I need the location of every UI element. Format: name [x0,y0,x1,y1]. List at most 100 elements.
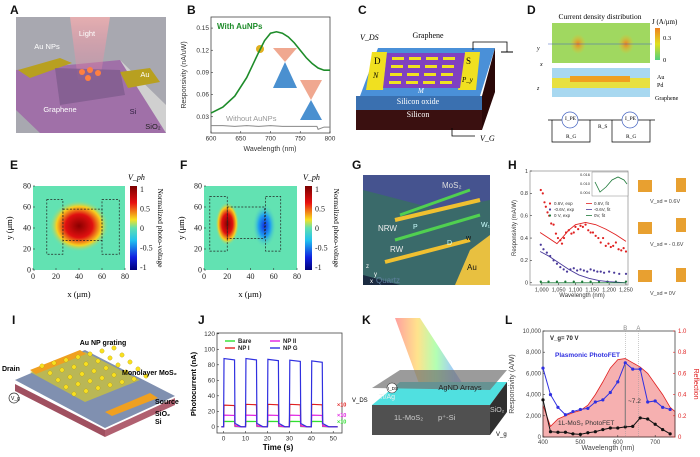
data-point--0-6v-exp [599,270,602,273]
y-axis-label: y (μm) [4,216,14,239]
au-np [87,351,93,357]
label-si: Si [130,107,137,116]
data-point-mos2-photofet [646,417,650,421]
x-tick-label: 20 [223,272,231,281]
panel-h-chart: Wavelength (nm) Responsivity (mA/W) 1,00… [512,169,633,299]
au-np [95,70,101,76]
colorbar-tick-label: -1 [315,263,322,272]
x-tick-label: 40 [308,436,316,443]
x-tick-label: 800 [325,136,336,143]
axis-y: y [536,46,540,52]
colorbar-tick-label: 1 [140,185,144,194]
y-tick-label: 0 [211,424,215,431]
au-np [111,345,117,351]
y-axis-label: Responsivity (A/W) [509,354,516,414]
data-point-0-6v-exp [589,231,592,234]
data-point-0-6v-exp [544,205,547,208]
quartz-corner [363,275,400,285]
data-point-0-v-exp [581,280,584,283]
plot-frame [216,332,343,434]
au-grating-bar [426,57,438,60]
data-point-plasmonic-photofet [646,400,650,404]
data-point-plasmonic-photofet [616,380,620,384]
au-np [71,391,77,397]
x-axis-label: x (μm) [67,289,90,299]
multiplier-label: ×10 [337,419,346,425]
x-tick-label: 40 [75,272,83,281]
x-tick-label: 750 [295,136,306,143]
panel-label-e: E [10,158,18,172]
colorbar-title: V_ph [303,173,320,182]
y-tick-label: 20 [23,245,31,254]
data-point-plasmonic-photofet [631,367,635,371]
legend-label: -0.6V, fit [594,207,611,212]
x-tick-label: 80 [121,272,129,281]
y-tick-label: 0 [538,435,542,441]
au-np [119,379,125,385]
data-point-plasmonic-photofet [623,361,627,365]
narrow-ribbon-wire [394,213,481,242]
data-point--0-6v-exp [592,269,596,272]
heatmap-hotspot [49,199,109,252]
label-au-np-grating: Au NP grating [80,340,127,347]
circuit-wire [551,120,591,143]
data-point-0-6v-exp [620,249,623,252]
panel-label-a: A [10,3,19,17]
data-point--0-6v-exp [572,267,575,270]
data-point--0-6v-exp [586,270,589,273]
panel-i-device-schematic: Au NP grating Drain Monolayer MoS₂ Sourc… [2,340,179,437]
annotation-vg: V_g= 70 V [550,336,579,342]
legend-plasmonic-photofet: Plasmonic PhotoFET [555,352,620,359]
data-point-0-6v-exp [581,225,584,228]
data-point-0-6v-exp [597,236,600,240]
label-nrw: NRW [378,224,397,233]
au-np [51,360,57,366]
au-np [103,365,109,371]
label-mos2: MoS₂ [442,181,462,190]
y-tick-label: 80 [194,182,202,191]
axis-z: z [366,264,369,270]
data-point-0-6v-exp [587,229,590,232]
equivalent-circuit [548,111,655,143]
label-sio2: SiO₂ [145,122,161,131]
au-grating-bar [392,57,404,60]
y-tick-label: 60 [194,203,202,212]
light-cone [70,17,110,80]
label-rs: R_S [598,124,607,130]
data-point--0-6v-exp [589,268,592,271]
data-point-0-6v-exp [577,228,580,231]
current-density-map [552,23,650,63]
d-cbar-max: 0.3 [663,35,671,42]
au-np [127,359,133,365]
data-point--0-6v-exp [618,272,621,275]
dirac-cone-lower [300,100,322,120]
y-tick-label: 0.4 [520,236,528,242]
label-rg: R_G [626,134,636,140]
data-point-mos2-photofet [616,426,620,430]
data-point-plasmonic-photofet [601,398,605,402]
graphene-channel [383,53,465,88]
legend-marker [548,202,552,205]
data-point-0-6v-exp [594,234,597,237]
au-np [39,363,45,369]
y-tick-label: 1 [525,169,528,175]
data-point-0-6v-exp [572,231,575,234]
x-tick-label: 30 [286,436,294,443]
label-au: Au [467,263,477,272]
colorbar-tick-label: 0 [315,224,319,233]
au-np [75,381,81,387]
data-point-plasmonic-photofet [578,407,582,412]
data-point-0-v-exp [555,280,559,283]
series-line-without-aunps [211,125,330,130]
d-title: Current density distribution [559,12,642,21]
legend-mos2-photofet: 1L-MoS₂ PhotoFET [558,420,614,427]
label-vg: V_g [11,396,20,402]
colorbar-tick-label: 0.5 [140,205,150,214]
legend-label: 0.6V, exp [554,201,573,206]
x-tick-label: 0 [31,272,35,281]
data-point-plasmonic-photofet [586,406,590,410]
data-point-plasmonic-photofet [593,400,597,404]
data-point-mos2-photofet [593,430,597,434]
y-tick-label: 120 [204,331,215,338]
